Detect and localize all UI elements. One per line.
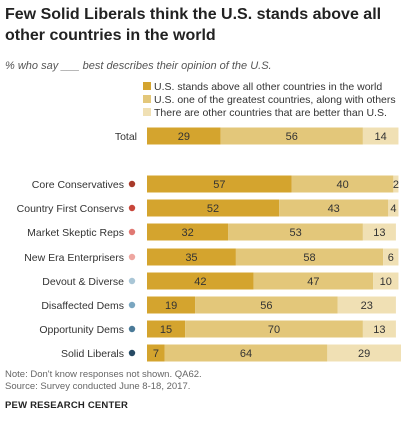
category-label-country-first-conservs: Country First Conservs — [17, 203, 124, 215]
bar-segment-s3-solid-liberals — [327, 344, 401, 362]
category-dot-core-conservatives — [128, 180, 136, 188]
bar-segment-s3-devout-diverse — [373, 272, 399, 290]
bar-segment-s1-opportunity-dems — [147, 320, 186, 338]
bar-segment-s2-country-first-conservs — [279, 199, 389, 217]
data-label-s2-solid-liberals: 64 — [240, 348, 252, 360]
data-label-s1-country-first-conservs: 52 — [207, 203, 219, 215]
bar-segment-s3-core-conservatives — [393, 175, 399, 193]
bar-segment-s1-solid-liberals — [147, 344, 165, 362]
category-dot-solid-liberals — [128, 349, 136, 357]
category-dot-opportunity-dems — [128, 325, 136, 333]
category-dot-disaffected-dems — [128, 301, 136, 309]
bar-segment-s3-disaffected-dems — [337, 296, 396, 314]
data-label-s3-opportunity-dems: 13 — [373, 324, 385, 336]
legend-swatch-s3 — [143, 108, 151, 116]
category-label-devout-diverse: Devout & Diverse — [42, 276, 124, 288]
category-label-core-conservatives: Core Conservatives — [32, 179, 124, 191]
bar-segment-s2-opportunity-dems — [185, 320, 363, 338]
data-label-s2-opportunity-dems: 70 — [268, 324, 280, 336]
legend-label-s2: U.S. one of the greatest countries, alon… — [154, 94, 396, 106]
data-label-s1-core-conservatives: 57 — [213, 179, 225, 191]
data-label-s3-new-era-enterprisers: 6 — [388, 252, 394, 264]
bar-segment-s2-market-skeptic-reps — [228, 223, 363, 241]
data-label-s3-disaffected-dems: 23 — [361, 300, 373, 312]
data-label-s2-devout-diverse: 47 — [307, 276, 319, 288]
data-label-s3-solid-liberals: 29 — [358, 348, 370, 360]
data-label-s1-disaffected-dems: 19 — [165, 300, 177, 312]
legend-swatch-s2 — [143, 95, 151, 103]
category-label-solid-liberals: Solid Liberals — [61, 348, 124, 360]
data-label-s2-market-skeptic-reps: 53 — [289, 227, 301, 239]
bar-segment-s1-devout-diverse — [147, 272, 254, 290]
category-label-opportunity-dems: Opportunity Dems — [39, 324, 124, 336]
data-label-s1-new-era-enterprisers: 35 — [185, 252, 197, 264]
data-label-s1-devout-diverse: 42 — [194, 276, 206, 288]
bar-segment-s1-total — [147, 127, 221, 145]
bar-segment-s2-new-era-enterprisers — [235, 248, 384, 266]
data-label-s1-total: 29 — [178, 131, 190, 143]
data-label-s3-country-first-conservs: 4 — [390, 203, 396, 215]
bar-segment-s2-devout-diverse — [253, 272, 374, 290]
data-label-s1-market-skeptic-reps: 32 — [182, 227, 194, 239]
bar-segment-s1-disaffected-dems — [147, 296, 196, 314]
legend-item-s3: There are other countries that are bette… — [143, 107, 396, 120]
data-label-s3-total: 14 — [375, 131, 387, 143]
chart-subtitle: % who say ___ best describes their opini… — [5, 60, 272, 72]
legend-item-s1: U.S. stands above all other countries in… — [143, 81, 396, 94]
legend-label-s3: There are other countries that are bette… — [154, 107, 387, 119]
category-label-total: Total — [115, 131, 137, 143]
bar-segment-s3-country-first-conservs — [388, 199, 399, 217]
legend-swatch-s1 — [143, 82, 151, 90]
legend-item-s2: U.S. one of the greatest countries, alon… — [143, 94, 396, 107]
legend-label-s1: U.S. stands above all other countries in… — [154, 81, 383, 93]
data-label-s2-total: 56 — [286, 131, 298, 143]
bar-segment-s2-core-conservatives — [291, 175, 394, 193]
chart-note: Note: Don't know responses not shown. QA… — [5, 369, 202, 380]
category-label-disaffected-dems: Disaffected Dems — [41, 300, 124, 312]
bar-segment-s2-solid-liberals — [164, 344, 328, 362]
bar-segment-s3-total — [362, 127, 399, 145]
category-dot-new-era-enterprisers — [128, 253, 136, 261]
bar-segment-s3-opportunity-dems — [362, 320, 396, 338]
bar-segment-s1-market-skeptic-reps — [147, 223, 229, 241]
bar-segment-s3-new-era-enterprisers — [383, 248, 399, 266]
data-label-s2-new-era-enterprisers: 58 — [303, 252, 315, 264]
category-dot-devout-diverse — [128, 277, 136, 285]
chart-title: Few Solid Liberals think the U.S. stands… — [5, 6, 382, 44]
category-label-market-skeptic-reps: Market Skeptic Reps — [27, 227, 124, 239]
data-label-s2-disaffected-dems: 56 — [260, 300, 272, 312]
data-label-s3-market-skeptic-reps: 13 — [373, 227, 385, 239]
bar-segment-s1-core-conservatives — [147, 175, 292, 193]
category-dot-market-skeptic-reps — [128, 228, 136, 236]
category-label-new-era-enterprisers: New Era Enterprisers — [24, 252, 124, 264]
data-label-s3-core-conservatives: 2 — [393, 179, 399, 191]
bar-segment-s2-total — [220, 127, 363, 145]
brand-footer: PEW RESEARCH CENTER — [5, 400, 129, 411]
legend: U.S. stands above all other countries in… — [143, 81, 396, 120]
bar-segment-s2-disaffected-dems — [195, 296, 338, 314]
bar-segment-s1-country-first-conservs — [147, 199, 280, 217]
bar-segment-s3-market-skeptic-reps — [362, 223, 396, 241]
data-label-s1-solid-liberals: 7 — [153, 348, 159, 360]
chart-source: Source: Survey conducted June 8-18, 2017… — [5, 381, 191, 392]
data-label-s2-country-first-conservs: 43 — [328, 203, 340, 215]
category-dot-country-first-conservs — [128, 204, 136, 212]
data-label-s2-core-conservatives: 40 — [336, 179, 348, 191]
bar-segment-s1-new-era-enterprisers — [147, 248, 236, 266]
data-label-s3-devout-diverse: 10 — [380, 276, 392, 288]
data-label-s1-opportunity-dems: 15 — [160, 324, 172, 336]
